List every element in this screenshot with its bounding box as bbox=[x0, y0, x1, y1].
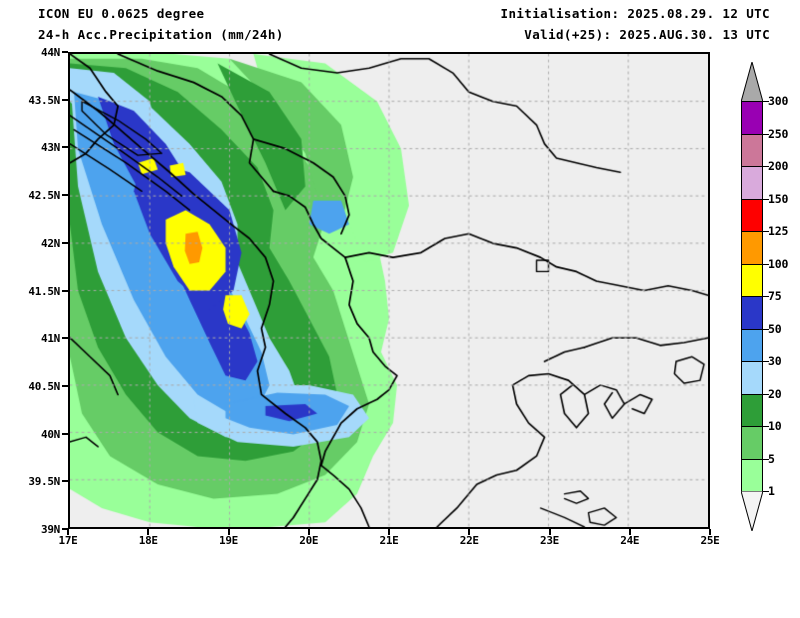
x-axis-tick-label: 20E bbox=[299, 534, 319, 547]
colorbar-cell bbox=[741, 328, 763, 361]
colorbar-tick bbox=[763, 198, 769, 200]
colorbar-tick-label: 125 bbox=[768, 224, 789, 238]
y-axis-tick bbox=[62, 289, 68, 292]
y-axis-tick bbox=[62, 528, 68, 530]
y-axis-tick-label: 42.5N bbox=[28, 189, 60, 203]
y-axis-tick-label: 43.5N bbox=[28, 93, 60, 107]
y-axis-tick-label: 39N bbox=[41, 523, 60, 536]
x-axis-tick-label: 23E bbox=[540, 534, 559, 547]
field-title: 24-h Acc.Precipitation (mm/24h) bbox=[38, 27, 284, 42]
colorbar-tick-label: 300 bbox=[768, 94, 789, 108]
x-axis-tick bbox=[307, 529, 310, 535]
colorbar-cell bbox=[741, 458, 763, 491]
colorbar-cell bbox=[741, 361, 763, 394]
y-axis-tick bbox=[62, 384, 68, 387]
map-canvas bbox=[70, 54, 708, 527]
colorbar-cell bbox=[741, 393, 763, 426]
x-axis-tick-label: 21E bbox=[379, 534, 399, 547]
y-axis-tick-label: 42N bbox=[41, 236, 60, 250]
y-axis-tick-label: 43N bbox=[41, 141, 60, 155]
y-axis-tick-label: 40N bbox=[41, 427, 60, 441]
y-axis-tick-label: 41N bbox=[41, 332, 60, 346]
colorbar-tick-label: 20 bbox=[768, 386, 782, 401]
colorbar-tick bbox=[763, 361, 769, 362]
colorbar-tick-label: 10 bbox=[768, 419, 782, 433]
model-title: ICON EU 0.0625 degree bbox=[38, 6, 205, 21]
x-axis-tick-label: 18E bbox=[138, 534, 158, 547]
colorbar-tick-label: 75 bbox=[768, 289, 782, 303]
x-axis-tick-label: 19E bbox=[219, 534, 238, 547]
colorbar-tick bbox=[763, 458, 769, 460]
colorbar-tick-label: 250 bbox=[768, 126, 789, 141]
colorbar[interactable]: 1 5 10 20 30 50 75 100 125 150 200 250 300 bbox=[741, 94, 788, 498]
colorbar-tick-label: 1 bbox=[768, 484, 775, 498]
colorbar-tick-label: 5 bbox=[768, 451, 775, 466]
colorbar-tick bbox=[763, 491, 769, 492]
y-axis-tick-label: 44N bbox=[41, 46, 60, 59]
y-axis-tick bbox=[62, 432, 68, 435]
x-axis-tick bbox=[147, 529, 150, 535]
colorbar-tick bbox=[763, 296, 769, 297]
colorbar-bottom-arrow bbox=[741, 491, 763, 531]
y-axis-tick bbox=[62, 194, 68, 197]
colorbar-tick bbox=[763, 166, 769, 167]
colorbar-cell bbox=[741, 133, 763, 166]
colorbar-tick bbox=[763, 133, 769, 135]
x-axis-tick-label: 25E bbox=[700, 534, 720, 547]
colorbar-tick bbox=[763, 393, 769, 395]
y-axis-tick bbox=[62, 98, 68, 101]
x-axis-tick bbox=[628, 529, 631, 535]
colorbar-tick bbox=[763, 231, 769, 232]
valid-time-label: Valid(+25): 2025.AUG.30. 13 UTC bbox=[524, 27, 770, 42]
colorbar-tick-label: 30 bbox=[768, 354, 782, 368]
colorbar-tick-label: 50 bbox=[768, 321, 782, 336]
colorbar-cell bbox=[741, 426, 763, 459]
y-axis-tick bbox=[62, 337, 68, 340]
x-axis-tick bbox=[548, 529, 551, 535]
y-axis-tick-label: 39.5N bbox=[28, 475, 60, 489]
y-axis-tick bbox=[62, 146, 68, 149]
y-axis-tick bbox=[62, 241, 68, 244]
colorbar-tick bbox=[763, 328, 769, 330]
colorbar-tick bbox=[763, 263, 769, 265]
x-axis-tick bbox=[388, 529, 390, 535]
y-axis-tick-label: 40.5N bbox=[28, 379, 60, 393]
colorbar-cell bbox=[741, 263, 763, 296]
colorbar-cell bbox=[741, 198, 763, 231]
colorbar-tick-label: 100 bbox=[768, 256, 789, 271]
colorbar-tick bbox=[763, 101, 769, 102]
x-axis-tick bbox=[67, 529, 69, 535]
y-axis-tick bbox=[62, 480, 68, 483]
y-axis-tick bbox=[62, 51, 68, 53]
colorbar-cell bbox=[741, 296, 763, 329]
x-axis-tick bbox=[468, 529, 471, 535]
x-axis-tick bbox=[227, 529, 230, 535]
colorbar-tick-label: 150 bbox=[768, 191, 789, 206]
x-axis-tick-label: 17E bbox=[58, 534, 78, 547]
precipitation-map[interactable] bbox=[68, 52, 710, 529]
x-axis-tick-label: 22E bbox=[459, 534, 479, 547]
colorbar-tick bbox=[763, 426, 769, 427]
y-axis-tick-label: 41.5N bbox=[28, 284, 60, 298]
x-axis-tick-label: 24E bbox=[620, 534, 640, 547]
colorbar-cell bbox=[741, 101, 763, 134]
initialisation-label: Initialisation: 2025.08.29. 12 UTC bbox=[500, 6, 770, 21]
colorbar-top-arrow bbox=[741, 62, 763, 102]
colorbar-cell bbox=[741, 166, 763, 199]
colorbar-tick-label: 200 bbox=[768, 159, 789, 173]
x-axis-tick bbox=[709, 529, 711, 535]
colorbar-cell bbox=[741, 231, 763, 264]
